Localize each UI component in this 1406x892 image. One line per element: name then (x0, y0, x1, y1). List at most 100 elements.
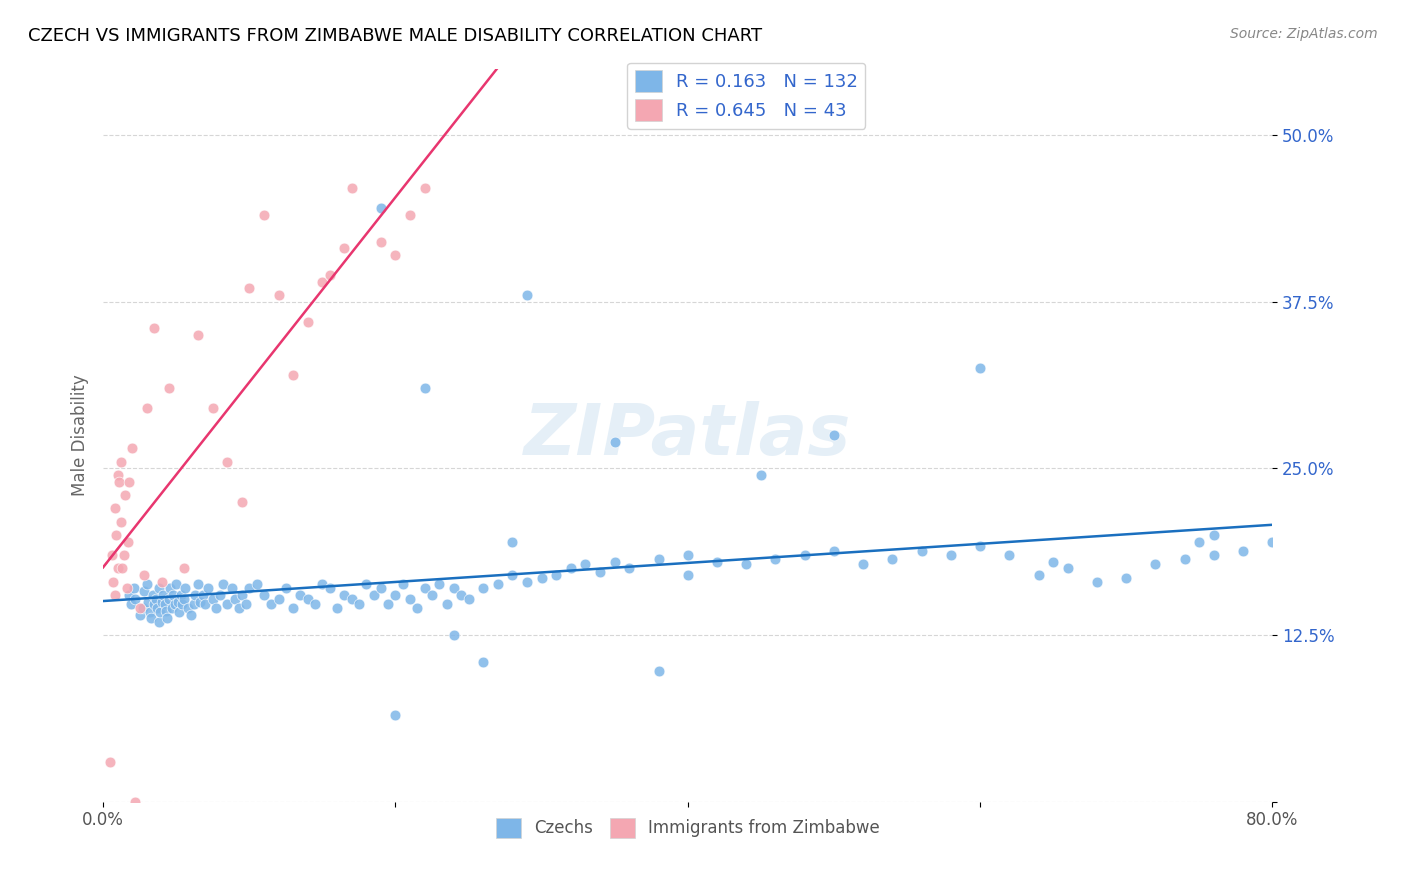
Point (187, 328, 209, 343)
Point (228, 601, 250, 615)
Point (501, 534, 523, 549)
Point (340, 181, 363, 195)
Point (501, 568, 523, 582)
Point (238, 582, 260, 596)
Point (157, 592, 180, 607)
Point (370, 202, 392, 216)
Point (318, 268, 340, 282)
Point (141, 610, 163, 624)
Text: ZIPatlas: ZIPatlas (524, 401, 852, 469)
Point (136, 401, 159, 416)
Point (1188, 534, 1211, 549)
Point (793, 548, 815, 562)
Point (560, 561, 582, 575)
Point (765, 552, 787, 566)
Point (450, 588, 472, 602)
Point (132, 584, 155, 599)
Point (384, 248, 406, 262)
Point (267, 288, 290, 302)
Point (197, 582, 219, 596)
Point (221, 582, 243, 596)
Point (217, 455, 239, 469)
Point (443, 582, 465, 596)
Point (516, 288, 538, 302)
Point (318, 582, 340, 596)
Point (603, 555, 626, 569)
Point (370, 235, 392, 249)
Point (167, 605, 190, 619)
Point (363, 588, 385, 602)
Point (574, 558, 596, 572)
Point (194, 597, 217, 611)
Legend: Czechs, Immigrants from Zimbabwe: Czechs, Immigrants from Zimbabwe (489, 811, 886, 845)
Point (191, 588, 214, 602)
Point (969, 539, 991, 553)
Point (516, 574, 538, 589)
Point (159, 582, 181, 596)
Point (370, 582, 392, 596)
Point (128, 601, 150, 615)
Point (530, 571, 553, 585)
Point (297, 592, 319, 607)
Point (333, 242, 356, 256)
Point (619, 561, 641, 575)
Point (297, 315, 319, 329)
Point (603, 434, 626, 449)
Point (443, 628, 465, 642)
Point (647, 664, 669, 678)
Point (326, 601, 349, 615)
Point (212, 577, 235, 591)
Point (132, 568, 155, 582)
Point (1261, 534, 1284, 549)
Point (143, 321, 166, 335)
Point (100, 755, 122, 769)
Point (112, 548, 135, 562)
Point (108, 475, 131, 489)
Point (1232, 544, 1254, 558)
Text: Source: ZipAtlas.com: Source: ZipAtlas.com (1230, 27, 1378, 41)
Point (436, 597, 458, 611)
Point (160, 601, 183, 615)
Point (238, 281, 260, 295)
Point (1042, 555, 1064, 569)
Point (217, 597, 239, 611)
Point (183, 597, 205, 611)
Point (104, 501, 127, 516)
Point (104, 588, 127, 602)
Point (110, 455, 132, 469)
Point (163, 597, 186, 611)
Point (107, 561, 129, 575)
Point (128, 607, 150, 622)
Point (201, 592, 224, 607)
Point (150, 594, 173, 608)
Point (231, 494, 253, 508)
Y-axis label: Male Disability: Male Disability (72, 374, 89, 496)
Point (377, 597, 399, 611)
Point (246, 577, 269, 591)
Point (118, 588, 141, 602)
Point (706, 555, 728, 569)
Point (274, 582, 297, 596)
Point (969, 361, 991, 376)
Point (347, 597, 370, 611)
Point (399, 592, 422, 607)
Point (201, 401, 224, 416)
Point (546, 568, 568, 582)
Point (111, 561, 134, 575)
Point (114, 488, 136, 502)
Point (253, 588, 276, 602)
Point (153, 597, 176, 611)
Point (1144, 558, 1167, 572)
Point (647, 552, 669, 566)
Point (139, 605, 162, 619)
Point (267, 592, 290, 607)
Point (413, 582, 436, 596)
Point (115, 582, 138, 596)
Point (939, 548, 962, 562)
Point (290, 588, 312, 602)
Point (117, 534, 139, 549)
Point (333, 588, 356, 602)
Point (149, 605, 172, 619)
Point (1202, 528, 1225, 542)
Point (162, 588, 184, 602)
